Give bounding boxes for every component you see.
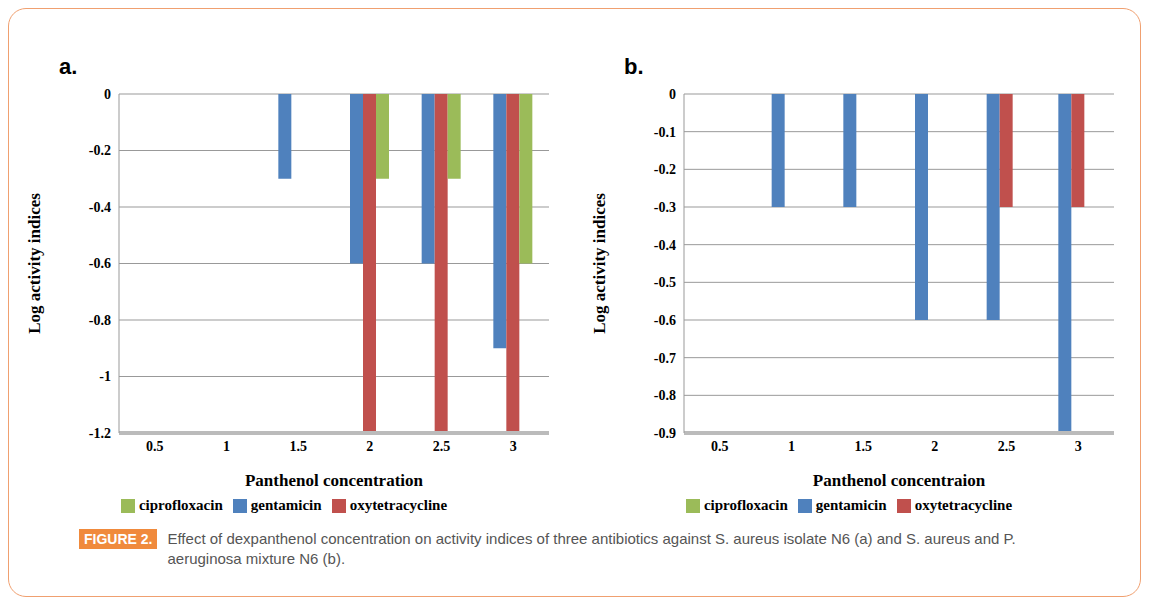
svg-text:0.5: 0.5 [146,439,164,454]
svg-text:Log activity indices: Log activity indices [25,193,44,334]
svg-text:2.5: 2.5 [998,439,1016,454]
html-text:Effect of dexpanthenol concent: Effect of dexpanthenol concentration on … [167,530,1016,567]
svg-text:1: 1 [788,439,795,454]
svg-text:-0.6: -0.6 [89,256,111,271]
svg-text:-0.4: -0.4 [89,200,111,215]
svg-text:-0.2: -0.2 [89,143,111,158]
svg-text:3: 3 [1075,439,1082,454]
svg-text:-0.7: -0.7 [654,351,676,366]
svg-text:-0.5: -0.5 [654,275,676,290]
svg-text:2: 2 [931,439,938,454]
svg-text:3: 3 [510,439,517,454]
svg-text:Panthenol concentration: Panthenol concentration [245,471,424,490]
svg-text:1: 1 [223,439,230,454]
html-text:FIGURE 2.: FIGURE 2. [84,531,153,547]
svg-text:-1.2: -1.2 [89,426,111,441]
html-text:ciprofloxacin: ciprofloxacin [703,497,788,513]
svg-text:-0.2: -0.2 [654,162,676,177]
svg-text:-0.1: -0.1 [654,125,676,140]
html-text:oxytetracycline: oxytetracycline [914,497,1013,513]
svg-text:1.5: 1.5 [289,439,307,454]
svg-text:-0.8: -0.8 [654,388,676,403]
svg-text:-0.8: -0.8 [89,313,111,328]
svg-text:Panthenol concentraion: Panthenol concentraion [813,471,986,490]
html-text:oxytetracycline: oxytetracycline [349,497,448,513]
html-text:b.: b. [624,54,644,79]
svg-text:0.5: 0.5 [711,439,729,454]
html-text:gentamicin: gentamicin [815,497,887,513]
svg-text:0: 0 [669,87,676,102]
svg-text:-0.4: -0.4 [654,238,676,253]
svg-text:-0.3: -0.3 [654,200,676,215]
svg-text:2: 2 [366,439,373,454]
svg-text:1.5: 1.5 [854,439,872,454]
html-text:gentamicin: gentamicin [250,497,322,513]
svg-text:Log activity indices: Log activity indices [590,193,609,334]
svg-text:-0.9: -0.9 [654,426,676,441]
html-text:a.: a. [59,54,78,79]
svg-text:2.5: 2.5 [433,439,451,454]
svg-text:0: 0 [104,87,111,102]
svg-text:-0.6: -0.6 [654,313,676,328]
svg-text:-1: -1 [99,369,111,384]
html-text:ciprofloxacin: ciprofloxacin [138,497,223,513]
